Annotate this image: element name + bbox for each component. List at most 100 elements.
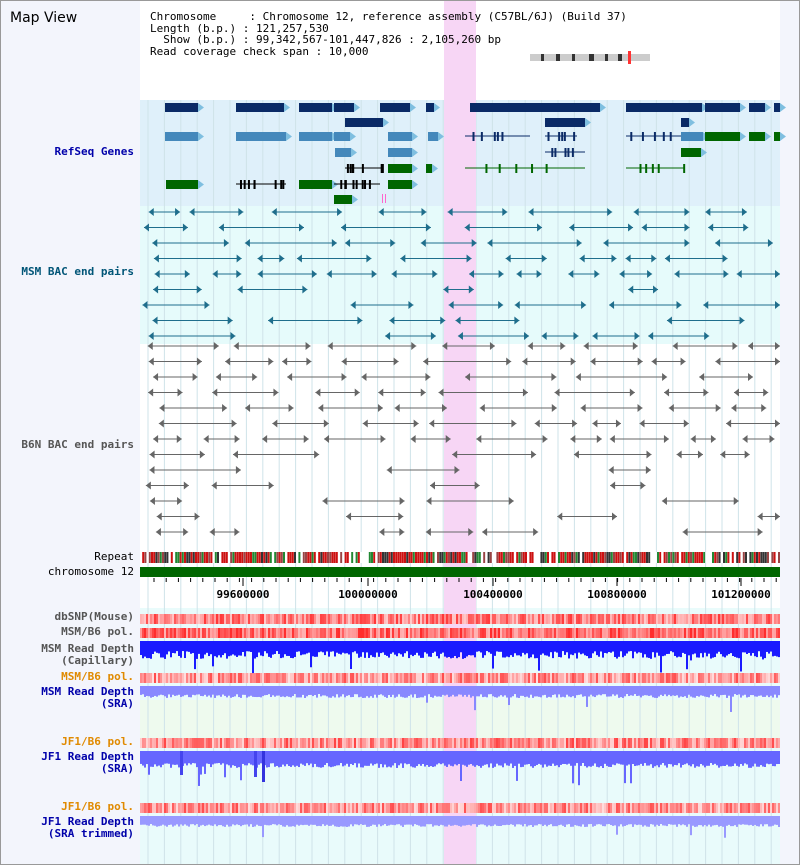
- dbsnp-cell: [468, 614, 470, 624]
- msm-b6-pol2-cell: [142, 673, 144, 683]
- repeat-element: [610, 552, 613, 563]
- jf1-b6-pol-cell: [446, 738, 448, 748]
- jf1-trim-depth: [298, 816, 300, 826]
- gene-strand-arrow: [284, 103, 290, 112]
- b6n-bac-pair-end: [159, 404, 165, 412]
- msm-b6-pol-label[interactable]: MSM/B6 pol.: [61, 625, 134, 638]
- msm-b6-pol2-cell: [242, 673, 244, 683]
- msm-depth-sra-label[interactable]: MSM Read Depth (SRA): [41, 686, 134, 710]
- jf1-b6-pol-cell: [284, 738, 286, 748]
- dbsnp-label[interactable]: dbSNP(Mouse): [54, 610, 134, 623]
- jf1-b6-pol-cell: [606, 738, 608, 748]
- jf1-trim-depth: [606, 816, 608, 825]
- msm-sra-depth: [266, 686, 268, 696]
- dbsnp-cell: [286, 614, 288, 624]
- jf1-b6-pol-cell: [312, 738, 314, 748]
- refseq-genes-label[interactable]: RefSeq Genes: [54, 145, 134, 158]
- dbsnp-cell: [300, 614, 302, 624]
- msm-sra-depth: [746, 686, 748, 698]
- jf1-b6-pol2-cell: [548, 803, 550, 813]
- jf1-sra-depth: [728, 751, 730, 767]
- jf1-b6-pol-cell: [414, 738, 416, 748]
- jf1-b6-pol2-cell: [204, 803, 206, 813]
- msm-sra-depth: [320, 686, 322, 697]
- jf1-b6-pol2-cell: [710, 803, 712, 813]
- msm-b6-pol-cell: [434, 628, 436, 638]
- dbsnp-cell: [676, 614, 678, 624]
- jf1-depth-sra-label[interactable]: JF1 Read Depth (SRA): [41, 751, 134, 775]
- jf1-sra-depth: [618, 751, 620, 764]
- msm-b6-pol-cell: [392, 628, 394, 638]
- msm-b6-pol2-cell: [458, 673, 460, 683]
- msm-b6-pol2-cell: [434, 673, 436, 683]
- jf1-b6-pol2-cell: [544, 803, 546, 813]
- jf1-trim-depth: [622, 816, 624, 827]
- msm-b6-pol-cell: [450, 628, 452, 638]
- jf1-depth-trim-label[interactable]: JF1 Read Depth (SRA trimmed): [41, 816, 134, 840]
- jf1-sra-depth: [214, 751, 216, 764]
- jf1-b6-pol-cell: [564, 738, 566, 748]
- msm-capillary-depth: [332, 641, 334, 652]
- repeat-element: [245, 552, 248, 563]
- msm-b6-pol-cell: [200, 628, 202, 638]
- b6n-bac-pair-end: [572, 419, 578, 428]
- msm-capillary-depth: [242, 641, 244, 652]
- jf1-b6-pol-2-label[interactable]: JF1/B6 pol.: [61, 800, 134, 813]
- repeat-element: [461, 552, 464, 563]
- b6n-bac-pair-end: [231, 419, 237, 428]
- jf1-trim-depth: [554, 816, 556, 827]
- jf1-b6-pol-cell: [230, 738, 232, 748]
- b6n-bac-label[interactable]: B6N BAC end pairs: [21, 438, 134, 451]
- b6n-bac-pair-end: [732, 342, 738, 350]
- msm-capillary-depth: [712, 641, 714, 658]
- jf1-trim-depth: [434, 816, 436, 826]
- msm-b6-pol-cell: [728, 628, 730, 638]
- jf1-b6-pol-cell: [516, 738, 518, 748]
- msm-b6-pol2-cell: [578, 673, 580, 683]
- msm-depth-capillary-label[interactable]: MSM Read Depth (Capillary): [41, 643, 134, 667]
- repeat-element: [280, 552, 283, 563]
- msm-b6-pol-cell: [212, 628, 214, 638]
- msm-bac-pair-end: [331, 239, 337, 247]
- gene-feature: [388, 148, 412, 157]
- jf1-b6-pol-cell: [554, 738, 556, 748]
- dbsnp-cell: [380, 614, 382, 624]
- msm-b6-pol2-cell: [280, 673, 282, 683]
- dbsnp-cell: [704, 614, 706, 624]
- msm-b6-pol-cell: [386, 628, 388, 638]
- jf1-b6-pol2-cell: [562, 803, 564, 813]
- msm-capillary-depth: [402, 641, 404, 657]
- jf1-b6-pol2-cell: [546, 803, 548, 813]
- msm-capillary-depth: [546, 641, 548, 656]
- msm-capillary-depth: [398, 641, 400, 654]
- jf1-b6-pol2-cell: [184, 803, 186, 813]
- jf1-sra-depth: [698, 751, 700, 767]
- msm-bac-pair-end: [715, 239, 721, 247]
- dbsnp-cell: [502, 614, 504, 624]
- jf1-sra-depth: [526, 751, 528, 765]
- jf1-sra-depth: [244, 751, 246, 766]
- jf1-sra-depth: [332, 751, 334, 767]
- jf1-trim-depth: [380, 816, 382, 827]
- jf1-b6-pol-label[interactable]: JF1/B6 pol.: [61, 735, 134, 748]
- jf1-trim-depth: [704, 816, 706, 826]
- repeat-element: [362, 552, 365, 563]
- jf1-b6-pol2-cell: [460, 803, 462, 813]
- msm-bac-pair-end: [541, 332, 547, 340]
- dbsnp-cell: [762, 614, 764, 624]
- jf1-b6-pol-cell: [270, 738, 272, 748]
- msm-b6-pol-2-label[interactable]: MSM/B6 pol.: [61, 670, 134, 683]
- msm-bac-label[interactable]: MSM BAC end pairs: [21, 265, 134, 278]
- repeat-element: [544, 552, 547, 563]
- msm-bac-pair-end: [576, 239, 582, 247]
- msm-capillary-depth: [184, 641, 186, 659]
- jf1-b6-pol-cell: [546, 738, 548, 748]
- msm-capillary-depth: [250, 641, 252, 652]
- dbsnp-cell: [170, 614, 172, 624]
- jf1-sra-depth: [308, 751, 310, 766]
- msm-bac-pair-end: [703, 301, 709, 309]
- msm-b6-pol-cell: [174, 628, 176, 638]
- msm-bac-pair-end: [775, 270, 780, 278]
- msm-bac-pair-end: [378, 208, 384, 216]
